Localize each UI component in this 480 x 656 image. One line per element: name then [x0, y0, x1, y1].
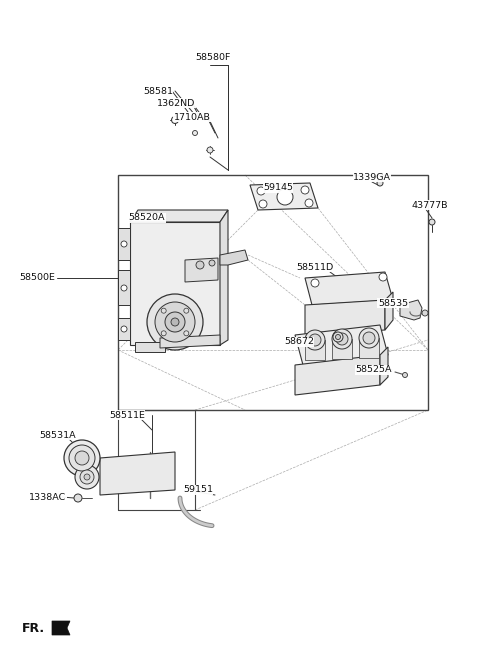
Text: 43777B: 43777B: [412, 201, 448, 209]
Bar: [118, 175, 428, 410]
Polygon shape: [220, 250, 248, 265]
Circle shape: [171, 117, 179, 123]
Text: 1362ND: 1362ND: [157, 98, 195, 108]
Polygon shape: [118, 228, 130, 260]
Circle shape: [429, 219, 435, 225]
Circle shape: [80, 470, 94, 484]
Polygon shape: [332, 339, 352, 359]
Circle shape: [121, 326, 127, 332]
Circle shape: [332, 329, 352, 349]
Circle shape: [165, 312, 185, 332]
Polygon shape: [305, 272, 393, 305]
Polygon shape: [295, 355, 380, 395]
Circle shape: [155, 302, 195, 342]
Circle shape: [336, 335, 340, 340]
Polygon shape: [220, 210, 228, 345]
Polygon shape: [305, 300, 385, 335]
Text: 58535: 58535: [378, 298, 408, 308]
Text: 58511E: 58511E: [109, 411, 145, 419]
Circle shape: [422, 310, 428, 316]
Circle shape: [305, 330, 325, 350]
Polygon shape: [130, 222, 220, 345]
Polygon shape: [250, 183, 318, 210]
Circle shape: [359, 328, 379, 348]
Text: 58672: 58672: [284, 337, 314, 346]
Polygon shape: [160, 335, 220, 348]
Text: 59151: 59151: [183, 485, 213, 495]
Circle shape: [64, 440, 100, 476]
Polygon shape: [359, 338, 379, 358]
Circle shape: [257, 187, 265, 195]
Circle shape: [121, 241, 127, 247]
Circle shape: [147, 294, 203, 350]
Circle shape: [207, 147, 213, 153]
Circle shape: [121, 285, 127, 291]
Circle shape: [69, 445, 95, 471]
Polygon shape: [400, 300, 422, 320]
Circle shape: [209, 260, 215, 266]
Polygon shape: [52, 621, 70, 635]
Text: 58525A: 58525A: [356, 365, 392, 375]
Circle shape: [74, 494, 82, 502]
Text: FR.: FR.: [22, 621, 45, 634]
Circle shape: [161, 308, 166, 313]
Polygon shape: [305, 340, 325, 360]
Circle shape: [277, 189, 293, 205]
Polygon shape: [130, 210, 228, 222]
Circle shape: [379, 273, 387, 281]
Text: 58531A: 58531A: [40, 430, 76, 440]
Polygon shape: [295, 325, 388, 365]
Circle shape: [171, 318, 179, 326]
Polygon shape: [100, 452, 175, 495]
Polygon shape: [118, 270, 130, 305]
Text: 59145: 59145: [263, 184, 293, 192]
Polygon shape: [385, 292, 393, 330]
Circle shape: [196, 261, 204, 269]
Circle shape: [309, 334, 321, 346]
Text: 1710AB: 1710AB: [174, 112, 210, 121]
Circle shape: [75, 465, 99, 489]
Text: 58511D: 58511D: [296, 262, 334, 272]
Text: 58580F: 58580F: [195, 54, 231, 62]
Circle shape: [184, 331, 189, 336]
Circle shape: [161, 331, 166, 336]
Text: 1339GA: 1339GA: [353, 173, 391, 182]
Polygon shape: [185, 258, 218, 282]
Circle shape: [305, 199, 313, 207]
Circle shape: [333, 332, 343, 342]
Circle shape: [403, 373, 408, 377]
Polygon shape: [380, 347, 388, 385]
Text: 1338AC: 1338AC: [29, 493, 67, 501]
Circle shape: [311, 279, 319, 287]
Circle shape: [192, 131, 197, 136]
Circle shape: [84, 474, 90, 480]
Text: 58520A: 58520A: [129, 213, 165, 222]
Circle shape: [75, 451, 89, 465]
Circle shape: [301, 186, 309, 194]
Circle shape: [259, 200, 267, 208]
Text: 58500E: 58500E: [19, 274, 55, 283]
Circle shape: [363, 332, 375, 344]
Circle shape: [336, 333, 348, 345]
Circle shape: [184, 308, 189, 313]
Text: 58581: 58581: [143, 87, 173, 96]
Polygon shape: [118, 318, 130, 340]
Polygon shape: [135, 342, 165, 352]
Circle shape: [377, 180, 383, 186]
